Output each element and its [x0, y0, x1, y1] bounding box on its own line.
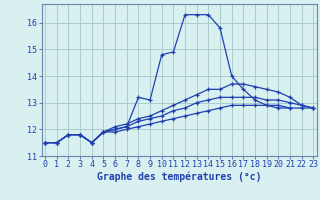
X-axis label: Graphe des températures (°c): Graphe des températures (°c) — [97, 172, 261, 182]
